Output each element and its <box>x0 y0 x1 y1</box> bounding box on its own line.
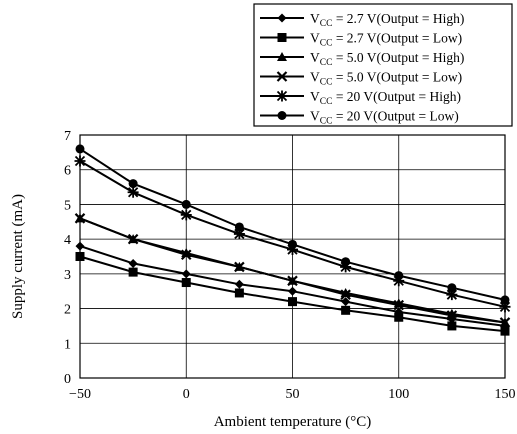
legend-entry: VCC = 2.7 V(Output = Low) <box>260 31 462 49</box>
y-axis-label: Supply current (mA) <box>10 194 26 319</box>
y-tick-label: 1 <box>64 337 71 352</box>
series-2 <box>75 252 510 336</box>
data-point <box>127 233 139 245</box>
data-point <box>234 288 244 298</box>
legend-label: VCC = 2.7 V(Output = High) <box>310 11 464 29</box>
data-point <box>341 297 351 307</box>
data-point <box>180 209 192 221</box>
legend-marker <box>276 71 288 82</box>
data-point <box>75 252 85 261</box>
data-point <box>394 312 404 322</box>
data-point <box>394 271 404 281</box>
data-point <box>499 301 511 313</box>
data-point <box>393 275 405 287</box>
legend-label: VCC = 20 V(Output = High) <box>310 89 461 107</box>
data-point <box>287 244 298 256</box>
series-5 <box>74 155 511 313</box>
data-point <box>340 289 351 300</box>
data-point <box>128 258 138 268</box>
data-point <box>341 257 351 267</box>
data-point <box>234 261 245 273</box>
y-tick-label: 2 <box>64 303 71 318</box>
data-point <box>447 283 457 293</box>
legend-entry: VCC = 2.7 V(Output = High) <box>260 11 464 29</box>
data-point <box>75 241 85 251</box>
legend-label: VCC = 20 V(Output = Low) <box>310 109 459 127</box>
data-point <box>340 261 352 273</box>
y-tick-label: 5 <box>64 198 71 213</box>
y-tick-label: 4 <box>64 233 71 248</box>
data-point <box>128 179 138 189</box>
x-tick-label: 150 <box>495 387 516 402</box>
legend-marker <box>277 111 287 120</box>
legend-entry: VCC = 5.0 V(Output = Low) <box>260 70 462 88</box>
legend-entry: VCC = 20 V(Output = High) <box>260 89 461 107</box>
x-tick-label: 0 <box>183 387 190 402</box>
data-point <box>234 222 244 232</box>
legend-marker <box>277 33 287 42</box>
x-tick-label: 50 <box>286 387 300 402</box>
data-point <box>499 317 511 328</box>
data-point <box>181 269 191 279</box>
y-tick-label: 7 <box>64 129 71 144</box>
data-point <box>233 228 245 240</box>
data-point <box>447 321 457 331</box>
data-point <box>74 213 86 224</box>
legend-label: VCC = 5.0 V(Output = High) <box>310 50 464 68</box>
data-point <box>288 286 297 296</box>
x-tick-label: −50 <box>69 387 91 402</box>
legend-label: VCC = 5.0 V(Output = Low) <box>310 70 462 88</box>
legend-label: VCC = 2.7 V(Output = Low) <box>310 31 462 49</box>
data-point <box>75 144 85 154</box>
data-point <box>128 267 138 277</box>
y-tick-label: 3 <box>64 268 71 283</box>
data-point <box>74 155 86 167</box>
data-point <box>500 295 510 305</box>
y-tick-label: 6 <box>64 164 71 179</box>
data-point <box>446 289 458 301</box>
data-point <box>287 275 298 287</box>
series-4 <box>74 213 511 328</box>
data-point <box>234 279 244 289</box>
legend-marker <box>277 52 287 61</box>
legend-box <box>253 3 513 127</box>
series-1 <box>75 241 510 331</box>
data-point <box>500 326 510 336</box>
data-point <box>446 310 458 321</box>
grid <box>80 135 505 378</box>
series-6 <box>75 144 510 305</box>
legend-marker <box>277 13 287 23</box>
legend-entry: VCC = 20 V(Output = Low) <box>260 109 459 127</box>
x-axis-label: Ambient temperature (°C) <box>214 414 372 430</box>
data-point <box>288 239 297 249</box>
data-point <box>181 278 191 288</box>
series-group <box>74 144 511 336</box>
data-point <box>341 305 351 315</box>
data-point <box>180 249 192 261</box>
x-tick-label: 100 <box>388 387 409 402</box>
legend-entry: VCC = 5.0 V(Output = High) <box>260 50 464 68</box>
y-tick-label: 0 <box>64 372 71 387</box>
data-point <box>288 297 297 307</box>
data-point <box>393 299 405 311</box>
data-point <box>127 186 139 198</box>
legend: VCC = 2.7 V(Output = High) VCC = 2.7 V(Ou… <box>253 3 513 127</box>
legend-marker <box>276 90 288 102</box>
data-point <box>181 199 191 209</box>
